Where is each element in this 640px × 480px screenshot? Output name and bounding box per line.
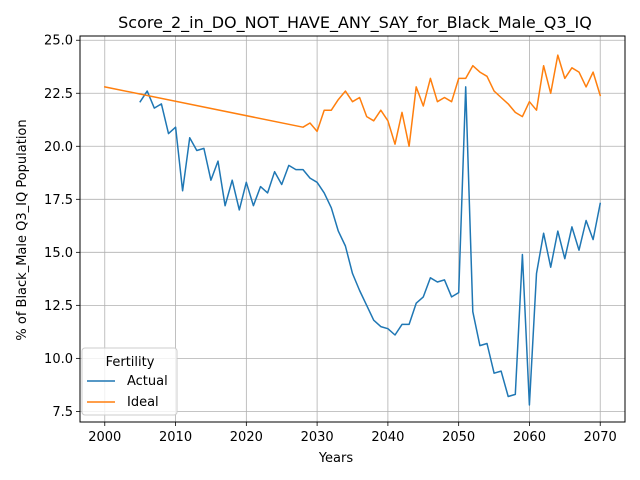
legend-title: Fertility (106, 355, 155, 370)
x-axis: 2000 2010 2020 2030 2040 2050 2060 2070 (88, 422, 617, 445)
chart-title: Score_2_in_DO_NOT_HAVE_ANY_SAY_for_Black… (118, 13, 592, 33)
x-tick-label: 2020 (230, 430, 263, 445)
y-tick-label: 25.0 (44, 34, 73, 49)
x-tick-label: 2010 (159, 430, 192, 445)
y-axis: 7.5 10.0 12.5 15.0 17.5 20.0 22.5 25.0 (44, 34, 80, 420)
y-tick-label: 7.5 (52, 405, 73, 420)
x-tick-label: 2030 (301, 430, 334, 445)
plot-frame (79, 35, 626, 423)
legend-label-ideal: Ideal (127, 395, 159, 410)
y-tick-label: 22.5 (44, 87, 73, 102)
legend-label-actual: Actual (127, 374, 168, 389)
y-axis-label: % of Black_Male Q3_IQ Population (15, 119, 30, 340)
plot-lines (103, 54, 602, 406)
legend: Fertility Actual Ideal (81, 347, 178, 416)
x-tick-label: 2040 (371, 430, 404, 445)
x-tick-label: 2000 (88, 430, 121, 445)
series-line-ideal (103, 54, 602, 148)
series-line-actual (139, 86, 602, 406)
y-tick-label: 10.0 (44, 352, 73, 367)
y-tick-label: 15.0 (44, 246, 73, 261)
x-axis-label: Years (318, 451, 354, 466)
x-tick-label: 2070 (584, 430, 617, 445)
legend-box (81, 347, 178, 416)
x-tick-label: 2050 (442, 430, 475, 445)
x-tick-label: 2060 (513, 430, 546, 445)
y-tick-label: 20.0 (44, 140, 73, 155)
y-tick-label: 12.5 (44, 299, 73, 314)
y-tick-label: 17.5 (44, 193, 73, 208)
